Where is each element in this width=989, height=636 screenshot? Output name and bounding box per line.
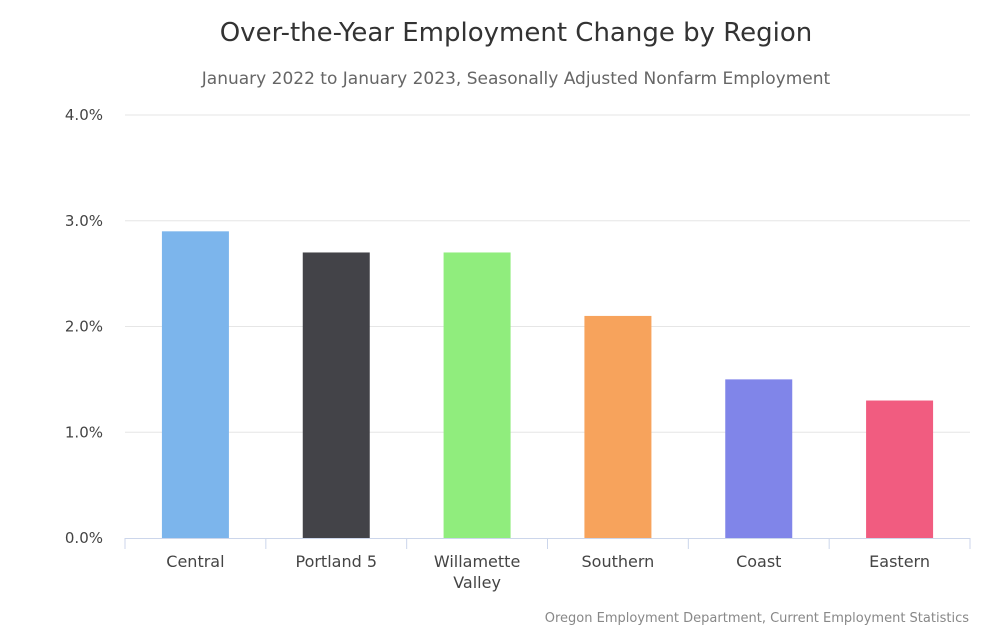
x-tick-label: Central [166, 552, 224, 571]
x-tick-label: Coast [736, 552, 781, 571]
bars [161, 231, 934, 538]
x-tick-label: Eastern [869, 552, 930, 571]
chart-credit[interactable]: Oregon Employment Department, Current Em… [545, 611, 969, 626]
y-tick-label: 2.0% [65, 318, 103, 336]
x-axis-labels: Central Portland 5 Willamette Valley Souther… [166, 552, 930, 592]
y-tick-label: 1.0% [65, 423, 103, 441]
x-axis [124, 538, 971, 549]
y-tick-label: 3.0% [65, 212, 103, 230]
x-tick-label: Portland 5 [295, 552, 377, 571]
x-tick-label: Willamette Valley [434, 552, 520, 592]
gridlines [125, 114, 970, 433]
y-tick-label: 4.0% [65, 106, 103, 124]
y-tick-label: 0.0% [65, 529, 103, 547]
bar-willamette-valley[interactable] [443, 252, 511, 538]
y-axis-ticks: 0.0% 1.0% 2.0% 3.0% 4.0% [65, 106, 103, 547]
bar-southern[interactable] [584, 315, 652, 538]
chart-subtitle: January 2022 to January 2023, Seasonally… [201, 69, 831, 89]
bar-eastern[interactable] [866, 400, 934, 538]
x-tick-label: Southern [582, 552, 655, 571]
bar-central[interactable] [161, 231, 229, 538]
bar-portland-5[interactable] [302, 252, 370, 538]
chart-title: Over-the-Year Employment Change by Regio… [220, 18, 813, 48]
bar-coast[interactable] [725, 379, 793, 538]
